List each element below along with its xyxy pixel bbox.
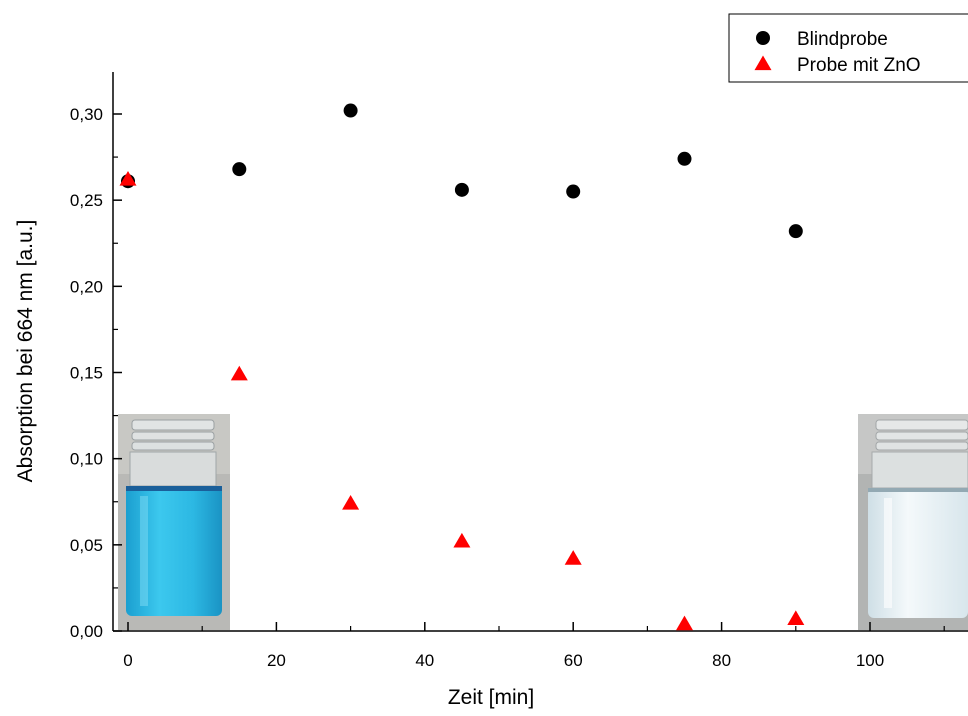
circle-point xyxy=(566,184,581,199)
axes: 0 20 40 60 80 100 0,00 0,05 0,10 0,15 0,20 0,25 0,3… xyxy=(70,72,968,670)
x-ticks: 0 20 40 60 80 100 xyxy=(123,622,945,670)
x-tick-label: 0 xyxy=(123,651,132,670)
series-1 xyxy=(119,170,805,631)
triangle-point xyxy=(564,550,582,565)
legend-marker-1 xyxy=(754,55,772,71)
legend: Blindprobe Probe mit ZnO xyxy=(728,13,968,83)
y-tick-label: 0,05 xyxy=(70,536,103,555)
x-tick-label: 80 xyxy=(712,651,731,670)
triangle-point xyxy=(119,170,137,186)
y-tick-label: 0,30 xyxy=(70,105,103,124)
legend-label-0: Blindprobe xyxy=(797,29,888,50)
series-layer xyxy=(119,103,805,631)
triangle-point xyxy=(230,365,248,381)
circle-point xyxy=(788,224,803,239)
y-tick-label: 0,20 xyxy=(70,277,103,296)
circle-point xyxy=(677,151,692,166)
y-axis-title: Absorption bei 664 nm [a.u.] xyxy=(14,220,37,483)
x-tick-label: 40 xyxy=(415,651,434,670)
circle-point xyxy=(343,103,358,118)
triangle-point xyxy=(787,610,805,626)
y-tick-label: 0,10 xyxy=(70,450,103,469)
legend-label-1: Probe mit ZnO xyxy=(797,55,921,76)
clear-sample-vial xyxy=(858,414,968,630)
series-0 xyxy=(121,103,803,239)
circle-point xyxy=(454,182,469,197)
y-tick-label: 0,15 xyxy=(70,364,103,383)
triangle-point xyxy=(676,615,693,631)
y-ticks: 0,00 0,05 0,10 0,15 0,20 0,25 0,30 xyxy=(70,105,122,641)
triangle-point xyxy=(453,532,471,548)
x-tick-label: 60 xyxy=(564,651,583,670)
x-axis-title: Zeit [min] xyxy=(448,686,534,709)
x-tick-label: 20 xyxy=(267,651,286,670)
y-tick-label: 0,00 xyxy=(70,622,103,641)
blue-sample-vial xyxy=(118,414,230,630)
y-tick-label: 0,25 xyxy=(70,191,103,210)
circle-point xyxy=(232,162,247,177)
legend-marker-0 xyxy=(756,31,770,45)
x-tick-label: 100 xyxy=(856,651,884,670)
legend-frame xyxy=(728,13,968,83)
triangle-point xyxy=(342,494,360,510)
